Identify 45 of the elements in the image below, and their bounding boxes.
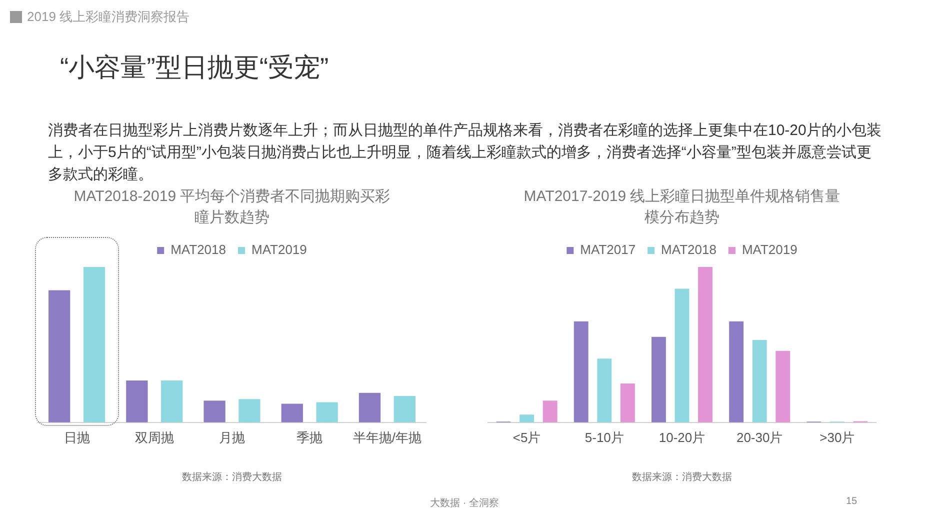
bar (238, 399, 260, 422)
x-tick-label: 月抛 (219, 430, 245, 445)
bar (358, 392, 381, 422)
x-tick-label: <5片 (512, 430, 541, 445)
bar (83, 267, 106, 422)
text: 15 (846, 496, 858, 507)
legend-label: MAT2018 (661, 242, 716, 258)
bar (126, 380, 148, 422)
source-note: 数据来源：消费大数据 (181, 470, 283, 484)
x-tick-label: 季抛 (296, 430, 323, 445)
text: 消费者在日抛型彩片上消费片数逐年上升；而从日抛型的单件产品规格来看，消费者在彩瞳的选择上更集中在10-20片的小包装上，小于5片的“试用型”小包装日抛消费占比也上升明显，随着线上彩瞳款式的增多，消费者选择“小容量”型包装并愿意尝试更多款式的彩瞳。 (48, 121, 882, 185)
bar (752, 340, 767, 422)
legend-label: MAT2018 (170, 242, 226, 258)
bar (394, 396, 416, 422)
text: 大数据 · 全洞察 (430, 498, 499, 509)
x-tick-label: 20-30片 (736, 430, 783, 445)
bar (281, 404, 303, 422)
text: “小容量”型日抛更“受宠” (60, 51, 329, 84)
x-tick-label: 半年抛/年抛 (352, 430, 422, 445)
x-tick-label: 10-20片 (658, 430, 706, 445)
x-tick-label: >30片 (820, 430, 855, 445)
bar (574, 321, 588, 422)
x-tick-label: 双周抛 (134, 430, 174, 445)
bar (316, 402, 338, 422)
bar (729, 321, 744, 422)
bar (520, 414, 534, 422)
chart-title: MAT2018-2019 平均每个消费者不同抛期购买彩瞳片数趋势 (72, 187, 392, 228)
source-note: 数据来源：消费大数据 (631, 470, 733, 484)
bar (620, 384, 635, 422)
legend-label: MAT2019 (742, 242, 798, 258)
bar (698, 267, 712, 422)
x-tick-label: 日抛 (64, 430, 90, 445)
bar (204, 400, 226, 422)
legend-label: MAT2017 (580, 242, 636, 258)
bar (652, 336, 666, 422)
chart-title: MAT2017-2019 线上彩瞳日抛型单件规格销售量模分布趋势 (522, 187, 842, 228)
legend-label: MAT2019 (252, 242, 307, 258)
bar (542, 400, 558, 422)
text: 2019 线上彩瞳消费洞察报告 (27, 8, 190, 26)
bar (674, 288, 690, 422)
bar (776, 350, 790, 422)
x-tick-label: 5-10片 (584, 430, 624, 445)
bar (161, 380, 183, 422)
bar (48, 290, 70, 422)
bar (597, 358, 612, 422)
